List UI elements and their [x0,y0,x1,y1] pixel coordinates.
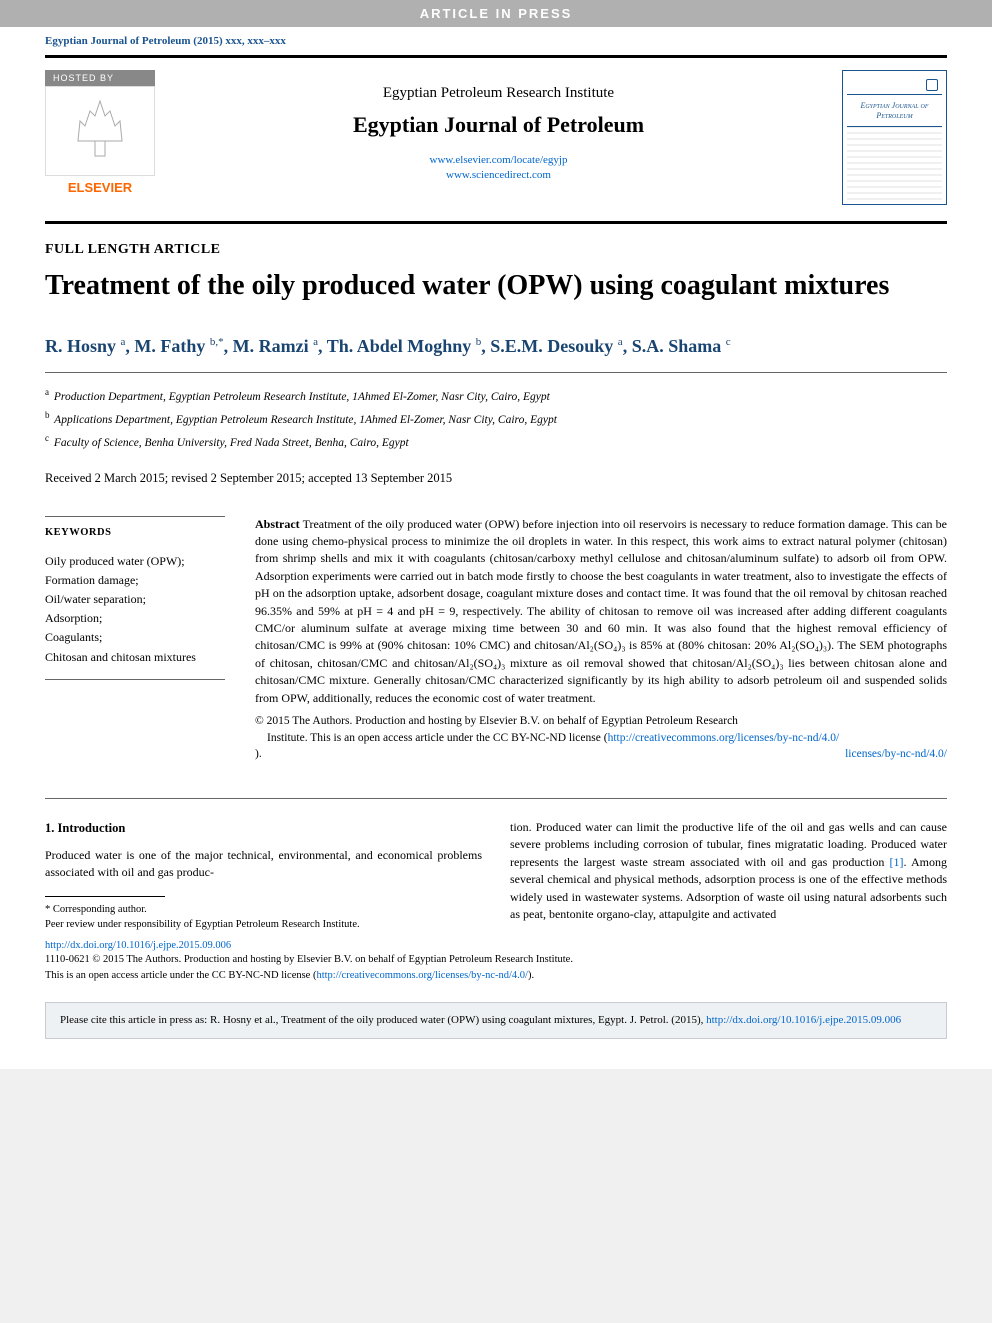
keywords-bottom-rule [45,679,225,680]
section-heading-intro: 1. Introduction [45,819,482,837]
article-title: Treatment of the oily produced water (OP… [45,268,947,303]
abstract-column: Abstract Treatment of the oily produced … [255,516,947,763]
header-band: HOSTED BY ELSEVIER Egyptian Petroleum Re… [0,58,992,217]
body-two-column: 1. Introduction Produced water is one of… [45,819,947,932]
article-dates: Received 2 March 2015; revised 2 Septemb… [45,471,947,486]
copyright-line2: Institute. This is an open access articl… [267,732,608,744]
abstract-label: Abstract [255,517,300,531]
elsevier-label: ELSEVIER [45,176,155,195]
doi-link[interactable]: http://dx.doi.org/10.1016/j.ejpe.2015.09… [45,940,947,951]
institute-name: Egyptian Petroleum Research Institute [175,85,822,102]
cc-license-link[interactable]: http://creativecommons.org/licenses/by-n… [608,732,840,744]
journal-reference: Egyptian Journal of Petroleum (2015) xxx… [0,27,992,51]
keywords-list: Oily produced water (OPW);Formation dama… [45,552,225,667]
issn-line: 1110-0621 © 2015 The Authors. Production… [45,953,947,967]
keywords-top-rule [45,516,225,517]
body-start-rule [45,798,947,799]
left-column: 1. Introduction Produced water is one of… [45,819,482,932]
article-in-press-banner: ARTICLE IN PRESS [0,0,992,27]
journal-cover-thumbnail: Egyptian Journal of Petroleum [842,70,947,205]
article-type: FULL LENGTH ARTICLE [45,242,947,258]
main-content: FULL LENGTH ARTICLE Treatment of the oil… [0,242,992,984]
abstract-text: Treatment of the oily produced water (OP… [255,517,947,705]
authors: R. Hosny a, M. Fathy b,*, M. Ramzi a, Th… [45,333,947,360]
author-rule [45,372,947,373]
copyright: © 2015 The Authors. Production and hosti… [255,713,947,763]
copyright-line3: ). [255,748,262,760]
affiliations: a Production Department, Egyptian Petrol… [45,385,947,453]
cover-mini-logo [847,75,942,95]
issn-license-post: ). [528,970,534,981]
citation-text: Please cite this article in press as: R.… [60,1014,706,1026]
keywords-column: KEYWORDS Oily produced water (OPW);Forma… [45,516,225,763]
copyright-line1: © 2015 The Authors. Production and hosti… [255,715,738,727]
header-bottom-rule [45,221,947,224]
issn-cc-link[interactable]: http://creativecommons.org/licenses/by-n… [316,970,528,981]
issn-license-pre: This is an open access article under the… [45,970,316,981]
cover-title: Egyptian Journal of Petroleum [847,95,942,127]
page: ARTICLE IN PRESS Egyptian Journal of Pet… [0,0,992,1069]
footnote-rule [45,896,165,897]
intro-p2a: tion. Produced water can limit the produ… [510,820,947,869]
journal-title: Egyptian Journal of Petroleum [175,112,822,138]
journal-link-1[interactable]: www.elsevier.com/locate/egyjp [175,153,822,168]
footnote-corresponding: * Corresponding author. [45,903,482,918]
keywords-heading: KEYWORDS [45,527,225,538]
header-center: Egyptian Petroleum Research Institute Eg… [175,70,822,184]
journal-link-2[interactable]: www.sciencedirect.com [175,168,822,183]
intro-para-1: Produced water is one of the major techn… [45,847,482,882]
footnote-peer-review: Peer review under responsibility of Egyp… [45,918,482,933]
hosted-by-label: HOSTED BY [45,70,155,86]
abstract-block: KEYWORDS Oily produced water (OPW);Forma… [45,516,947,763]
hosted-by-box: HOSTED BY ELSEVIER [45,70,155,195]
citation-doi-link[interactable]: http://dx.doi.org/10.1016/j.ejpe.2015.09… [706,1014,901,1026]
cover-body [847,127,942,200]
elsevier-tree-icon [45,86,155,176]
intro-para-2: tion. Produced water can limit the produ… [510,819,947,923]
cc-license-tail: licenses/by-nc-nd/4.0/ [845,746,947,763]
right-column: tion. Produced water can limit the produ… [510,819,947,932]
reference-link-1[interactable]: [1] [890,855,904,869]
issn-license-line: This is an open access article under the… [45,969,947,983]
journal-links: www.elsevier.com/locate/egyjp www.scienc… [175,153,822,184]
citation-box: Please cite this article in press as: R.… [45,1002,947,1039]
